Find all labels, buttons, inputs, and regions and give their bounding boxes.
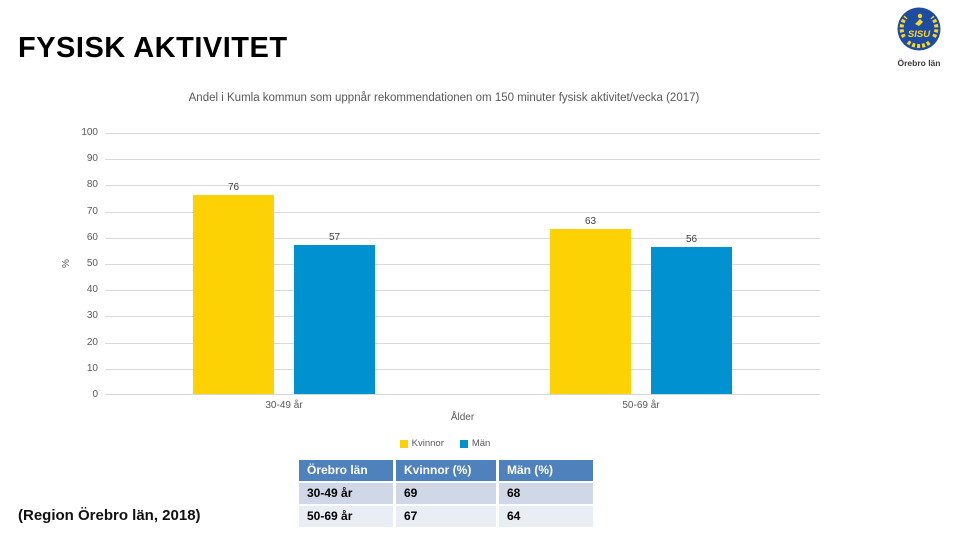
y-tick-label: 10 xyxy=(86,363,98,374)
table-cell: 50-69 år xyxy=(299,506,393,527)
chart-legend: Kvinnor Män xyxy=(105,438,785,449)
y-tick-label: 40 xyxy=(86,284,98,295)
gridline xyxy=(105,212,820,213)
table-cell: 30-49 år xyxy=(299,483,393,504)
bar-kvinnor-30-49år xyxy=(193,195,274,394)
legend-label: Män xyxy=(471,438,491,449)
bar-value-label: 56 xyxy=(685,234,698,245)
y-tick-label: 90 xyxy=(86,153,98,164)
table-header-cell: Örebro län xyxy=(299,460,393,481)
y-tick-label: 100 xyxy=(81,127,98,138)
bar-män-30-49år xyxy=(294,245,375,394)
logo-text: SISU xyxy=(908,29,931,40)
bar-value-label: 57 xyxy=(328,232,341,243)
gridline xyxy=(105,133,820,134)
category-label: 50-69 år xyxy=(622,400,660,411)
bar-value-label: 63 xyxy=(584,216,597,227)
data-table: Örebro län Kvinnor (%) Män (%) 30-49 år 69 6… xyxy=(296,458,596,529)
gridline xyxy=(105,290,820,291)
gridline xyxy=(105,159,820,160)
category-label: 30-49 år xyxy=(265,400,303,411)
bar-value-label: 76 xyxy=(227,182,240,193)
x-axis-title: Ålder xyxy=(450,412,475,423)
table-cell: 69 xyxy=(396,483,496,504)
legend-item: Kvinnor xyxy=(399,438,444,449)
logo-caption: Örebro län xyxy=(897,58,941,68)
y-tick-label: 30 xyxy=(86,310,98,321)
gridline xyxy=(105,185,820,186)
table-cell: 67 xyxy=(396,506,496,527)
table-row: 50-69 år 67 64 xyxy=(299,506,593,527)
table-header-cell: Män (%) xyxy=(499,460,593,481)
legend-item: Män xyxy=(459,438,491,449)
legend-swatch-icon xyxy=(399,439,408,448)
sisu-logo: SISU Örebro län xyxy=(891,6,947,68)
bar-kvinnor-50-69år xyxy=(550,229,631,394)
chart-title: Andel i Kumla kommun som uppnår rekommen… xyxy=(188,92,700,104)
table-row: 30-49 år 69 68 xyxy=(299,483,593,504)
table-header-cell: Kvinnor (%) xyxy=(396,460,496,481)
gridline xyxy=(105,264,820,265)
y-tick-label: 70 xyxy=(86,206,98,217)
y-tick-label: 60 xyxy=(86,232,98,243)
y-tick-label: 0 xyxy=(92,389,98,400)
page-title: FYSISK AKTIVITET xyxy=(18,32,288,64)
bar-chart-plot-area: 76 57 63 56 xyxy=(105,133,820,395)
gridline xyxy=(105,343,820,344)
y-axis-title: % xyxy=(60,259,72,268)
y-tick-label: 50 xyxy=(86,258,98,269)
gridline xyxy=(105,316,820,317)
y-tick-label: 80 xyxy=(86,179,98,190)
bar-män-50-69år xyxy=(651,247,732,394)
legend-label: Kvinnor xyxy=(411,438,444,449)
y-tick-label: 20 xyxy=(86,337,98,348)
gridline xyxy=(105,369,820,370)
table-cell: 64 xyxy=(499,506,593,527)
gridline xyxy=(105,238,820,239)
sisu-logo-icon: SISU xyxy=(897,7,941,51)
source-citation: (Region Örebro län, 2018) xyxy=(18,507,201,524)
table-cell: 68 xyxy=(499,483,593,504)
legend-swatch-icon xyxy=(459,439,468,448)
